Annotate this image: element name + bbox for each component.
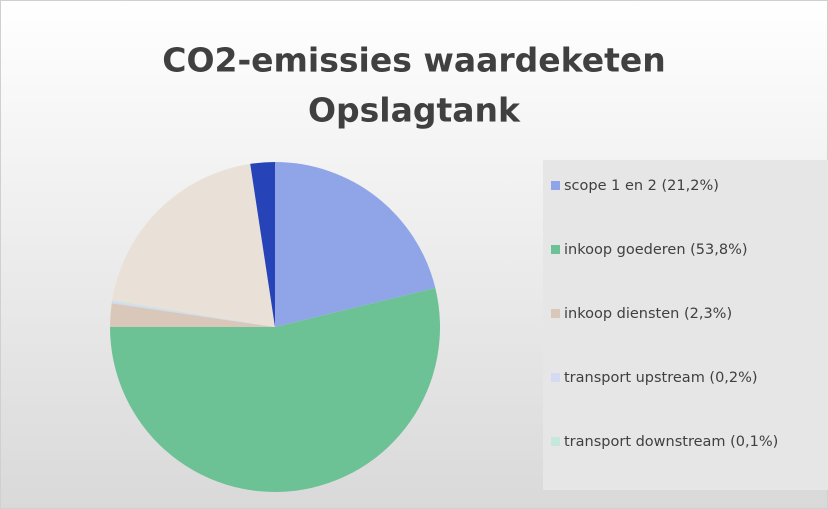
legend-box xyxy=(543,160,828,490)
pie-slice xyxy=(110,287,440,493)
chart-title: Opslagtank xyxy=(308,91,521,130)
pie-slice xyxy=(111,301,275,327)
pie xyxy=(110,162,440,493)
legend-label: inkoop goederen (53,8%) xyxy=(564,242,748,258)
pie-slice xyxy=(110,303,275,327)
pie-slice xyxy=(112,300,275,327)
legend-swatch xyxy=(551,181,560,190)
legend-label: transport downstream (0,1%) xyxy=(564,434,778,450)
legend-swatch xyxy=(551,245,560,254)
legend-swatch xyxy=(551,309,560,318)
legend-label: inkoop diensten (2,3%) xyxy=(564,306,732,322)
pie-slice xyxy=(112,163,276,327)
pie-slice xyxy=(275,162,436,327)
chart-title: CO2-emissies waardeketen xyxy=(162,41,666,80)
pie-slice xyxy=(250,162,275,327)
legend-label: transport upstream (0,2%) xyxy=(564,370,758,386)
legend-label: scope 1 en 2 (21,2%) xyxy=(564,178,719,194)
legend: scope 1 en 2 (21,2%) inkoop goederen (53,… xyxy=(551,178,778,450)
legend-swatch xyxy=(551,437,560,446)
legend-swatch xyxy=(551,373,560,382)
